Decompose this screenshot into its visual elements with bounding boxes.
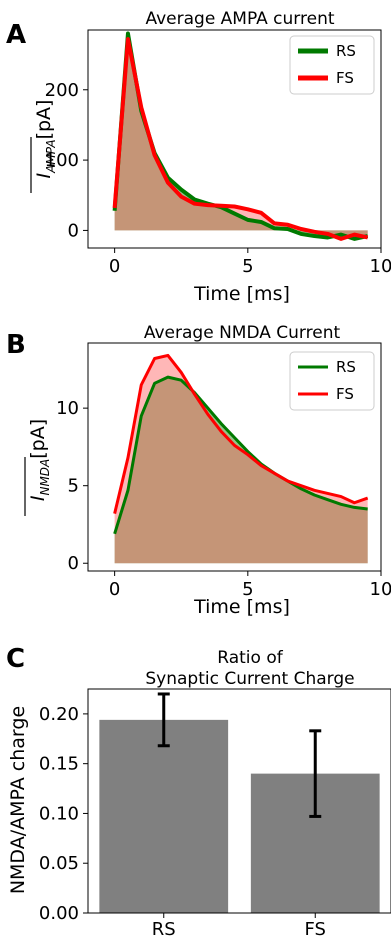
panel-b-xtick-label: 0 (109, 579, 120, 600)
panel-b-ytick-label: 10 (56, 398, 79, 419)
panel-c-xtick-label: FS (305, 919, 326, 936)
panel-c-ytick-label: 0.00 (39, 903, 79, 924)
panel-b-xtick-label: 10 (370, 579, 391, 600)
panel-c-title-line2: Synaptic Current Charge (145, 669, 354, 689)
panel-a-ylabel-text: IAMPA[pA] (33, 100, 58, 179)
legend-a-rs-label: RS (336, 42, 356, 60)
panel-b-xtick-label: 5 (242, 579, 253, 600)
legend-b-fs-label: FS (336, 385, 354, 403)
panel-a-xlabel: Time [ms] (193, 283, 290, 305)
panel-c-frame (87, 688, 391, 914)
panel-c-ytick-label: 0.20 (39, 704, 79, 725)
legend-b-rs-label: RS (336, 358, 356, 376)
panel-c-ylabel: NMDA/AMPA charge (7, 706, 29, 894)
panel-b-xlabel: Time [ms] (193, 596, 290, 618)
panel-a-ytick-label: 200 (45, 80, 79, 101)
panel-b-plot: 0 5 10 0 5 10 (56, 353, 391, 600)
legend-a-fs-label: FS (336, 69, 354, 87)
panel-c: C Ratio of Synaptic Current Charge RS FS 0… (6, 644, 391, 936)
panel-a-ytick-label: 100 (45, 150, 79, 171)
panel-b: B Average NMDA Current 0 5 10 0 5 10 INMDA[pA… (6, 323, 391, 618)
panel-a-xtick-label: 0 (109, 256, 120, 277)
panel-c-ytick-label: 0.05 (39, 853, 79, 874)
panel-c-xtick-label: RS (152, 919, 176, 936)
bar-rs (99, 719, 229, 913)
panel-letter-b: B (6, 330, 26, 360)
panel-b-ylabel: INMDA[pA] (24, 419, 52, 516)
panel-b-legend: RS FS (289, 351, 375, 411)
panel-a-legend-box (289, 35, 375, 95)
panel-a-fs-area (114, 39, 368, 239)
panel-b-ytick-label: 5 (68, 476, 79, 497)
panel-a-fs-line (112, 37, 369, 241)
panel-b-ylabel-text: INMDA[pA] (27, 419, 52, 501)
panel-b-fs-area (114, 355, 368, 564)
panel-c-plot: RS FS 0.00 0.05 0.10 0.15 0.20 (39, 692, 380, 936)
panel-a-ylabel: IAMPA[pA] (30, 100, 58, 193)
panel-c-ytick-label: 0.15 (39, 754, 79, 775)
panel-b-rs-area (114, 377, 368, 564)
panel-b-ytick-label: 0 (68, 553, 79, 574)
panel-letter-c: C (6, 644, 25, 674)
panel-c-title-line1: Ratio of (217, 648, 283, 668)
panel-a-ytick-label: 0 (68, 220, 79, 241)
panel-b-frame (87, 342, 382, 572)
panel-a-xtick-label: 10 (370, 256, 391, 277)
panel-b-legend-box (289, 351, 375, 411)
panel-b-rs-line (113, 375, 368, 535)
panel-a-xtick-label: 5 (242, 256, 253, 277)
panel-letter-a: A (6, 20, 26, 50)
panel-b-fs-line (113, 353, 369, 514)
panel-b-title: Average NMDA Current (144, 323, 341, 343)
panel-a-frame (87, 29, 382, 249)
panel-c-ytick-label: 0.10 (39, 803, 79, 824)
panel-a-legend: RS FS (289, 35, 375, 95)
panel-a-title: Average AMPA current (145, 9, 334, 29)
